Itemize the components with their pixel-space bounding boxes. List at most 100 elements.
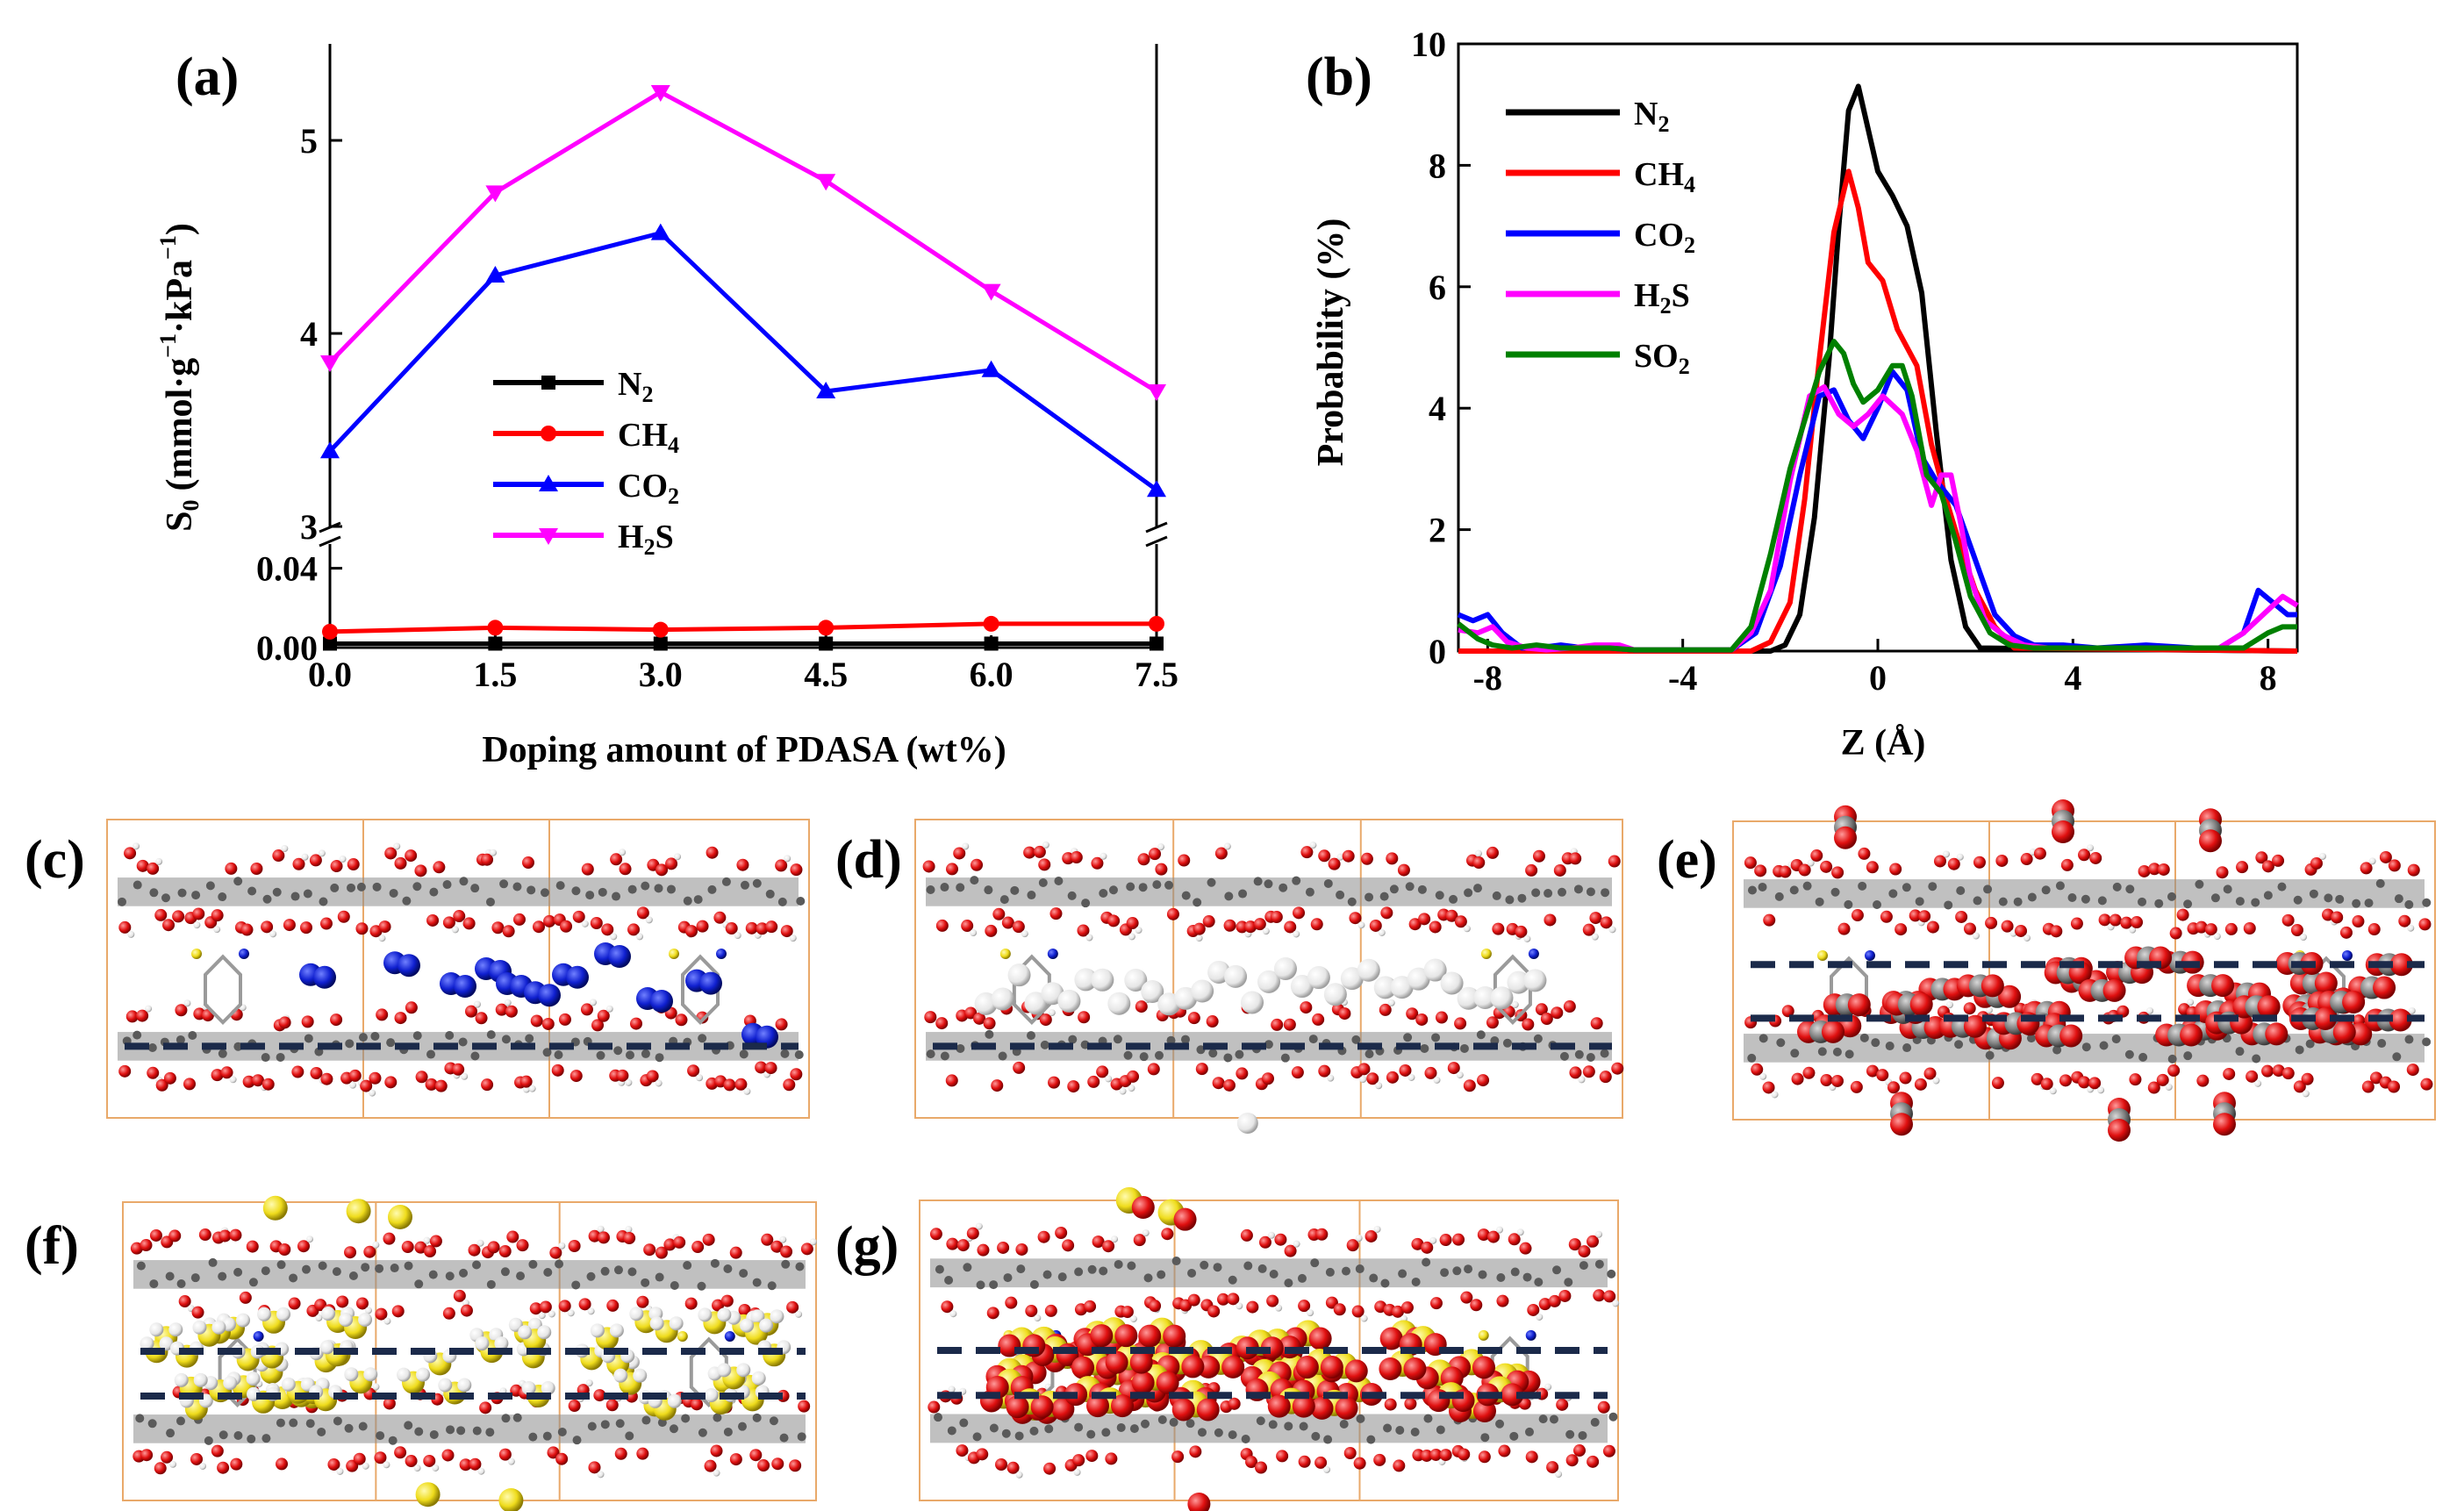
oxygen-atom bbox=[655, 1246, 668, 1259]
so2-molecule-atom bbox=[1131, 1196, 1155, 1219]
oxygen-atom bbox=[272, 849, 285, 863]
carbon-atom bbox=[1292, 876, 1301, 885]
oxygen-atom bbox=[800, 1242, 813, 1256]
carbon-atom bbox=[670, 1280, 679, 1290]
hydrogen-atom bbox=[558, 1242, 566, 1250]
oxygen-atom bbox=[405, 849, 418, 863]
a-point-H2S bbox=[650, 85, 670, 102]
oxygen-atom bbox=[1762, 1081, 1775, 1094]
oxygen-atom bbox=[239, 1291, 252, 1304]
carbon-atom bbox=[2309, 889, 2318, 899]
carbon-atom bbox=[1531, 888, 1541, 898]
carbon-atom bbox=[613, 1046, 623, 1056]
carbon-atom bbox=[1284, 1421, 1293, 1431]
a-point-CO2 bbox=[981, 360, 1001, 377]
carbon-atom bbox=[683, 896, 692, 906]
carbon-atom bbox=[1208, 1049, 1218, 1058]
oxygen-atom bbox=[529, 1302, 542, 1315]
hydrogen-atom bbox=[970, 929, 978, 937]
carbon-atom bbox=[947, 1426, 956, 1436]
oxygen-atom bbox=[1006, 1461, 1020, 1474]
oxygen-atom bbox=[629, 1017, 642, 1030]
oxygen-atom bbox=[2272, 1064, 2285, 1078]
ch4-molecule-atom bbox=[1241, 991, 1264, 1014]
oxygen-atom bbox=[1408, 918, 1422, 931]
oxygen-atom bbox=[319, 917, 333, 930]
h2s-molecule-atom bbox=[740, 1318, 755, 1333]
oxygen-atom bbox=[405, 1455, 418, 1468]
carbon-atom bbox=[598, 887, 607, 897]
oxygen-atom bbox=[985, 924, 998, 937]
b-x-tick-label: 8 bbox=[2260, 658, 2277, 698]
h2s-molecule-atom bbox=[149, 1322, 164, 1337]
oxygen-atom bbox=[442, 1307, 455, 1320]
oxygen-atom bbox=[790, 863, 803, 877]
carbon-atom bbox=[723, 1427, 733, 1436]
carbon-atom bbox=[390, 1264, 399, 1273]
hydrogen-atom bbox=[1042, 841, 1049, 849]
oxygen-atom bbox=[1429, 1297, 1443, 1310]
h2s-molecule-atom bbox=[613, 1368, 628, 1383]
oxygen-atom bbox=[1318, 1064, 1331, 1078]
hydrogen-atom bbox=[523, 1085, 531, 1093]
oxygen-atom bbox=[771, 1457, 784, 1471]
carbon-atom bbox=[707, 884, 717, 894]
carbon-atom bbox=[2223, 884, 2232, 894]
oxygen-atom bbox=[1001, 916, 1014, 929]
oxygen-atom bbox=[125, 1010, 139, 1023]
a-break-mark bbox=[1145, 535, 1168, 548]
carbon-atom bbox=[1915, 897, 1924, 906]
oxygen-atom bbox=[2261, 1064, 2274, 1078]
carbon-atom bbox=[998, 1051, 1007, 1061]
chart-a-x-axis-title: Doping amount of PDASA (wt%) bbox=[482, 730, 1006, 770]
hydrogen-atom bbox=[1429, 1236, 1437, 1244]
carbon-atom bbox=[777, 897, 787, 906]
carbon-atom bbox=[1235, 1049, 1244, 1059]
carbon-atom bbox=[555, 881, 565, 891]
co2-molecule-atom bbox=[1981, 974, 2004, 998]
oxygen-atom bbox=[2224, 922, 2238, 935]
carbon-atom bbox=[2138, 897, 2147, 906]
oxygen-atom bbox=[1070, 851, 1083, 864]
carbon-atom bbox=[1029, 1279, 1039, 1289]
carbon-atom bbox=[1297, 1273, 1307, 1283]
a-x-tick-label: 7.5 bbox=[1135, 655, 1178, 694]
h2s-molecule-atom bbox=[629, 1307, 644, 1321]
carbon-atom bbox=[1279, 883, 1288, 892]
h2s-molecule-atom bbox=[397, 1367, 412, 1382]
carbon-atom bbox=[767, 1281, 777, 1291]
oxygen-atom bbox=[977, 1243, 990, 1257]
carbon-atom bbox=[133, 1030, 142, 1040]
a-x-tick-label: 4.5 bbox=[804, 655, 848, 694]
oxygen-atom bbox=[320, 1072, 333, 1085]
oxygen-atom bbox=[330, 1013, 343, 1027]
carbon-atom bbox=[1998, 897, 2008, 906]
carbon-atom bbox=[1341, 1266, 1350, 1276]
oxygen-atom bbox=[1602, 1444, 1615, 1457]
carbon-atom bbox=[149, 888, 159, 898]
carbon-atom bbox=[959, 1418, 969, 1428]
h2s-molecule-atom bbox=[751, 1371, 766, 1386]
h2s-molecule-atom bbox=[416, 1367, 431, 1382]
carbon-atom bbox=[389, 888, 398, 898]
b-y-tick-label: 8 bbox=[1429, 146, 1446, 185]
oxygen-atom bbox=[1298, 1300, 1311, 1313]
co2-molecule-atom bbox=[2314, 971, 2338, 995]
carbon-atom bbox=[1440, 1268, 1450, 1278]
oxygen-atom bbox=[1039, 1013, 1052, 1027]
a-break-mark bbox=[319, 535, 341, 548]
oxygen-atom bbox=[441, 1449, 455, 1462]
oxygen-atom bbox=[2216, 866, 2229, 879]
oxygen-atom bbox=[1798, 863, 1811, 877]
a-y-tick-label: 3 bbox=[300, 507, 318, 547]
oxygen-atom bbox=[636, 906, 649, 920]
b-legend-label-SO2-base: SO bbox=[1634, 338, 1679, 375]
oxygen-atom bbox=[946, 1237, 959, 1250]
oxygen-atom bbox=[140, 1239, 153, 1252]
oxygen-atom bbox=[1276, 1450, 1289, 1463]
oxygen-atom bbox=[220, 1066, 233, 1079]
oxygen-atom bbox=[696, 920, 709, 933]
carbon-atom bbox=[1305, 887, 1314, 897]
h2s-molecule-atom bbox=[236, 1313, 251, 1328]
carbon-atom bbox=[1422, 1257, 1431, 1267]
